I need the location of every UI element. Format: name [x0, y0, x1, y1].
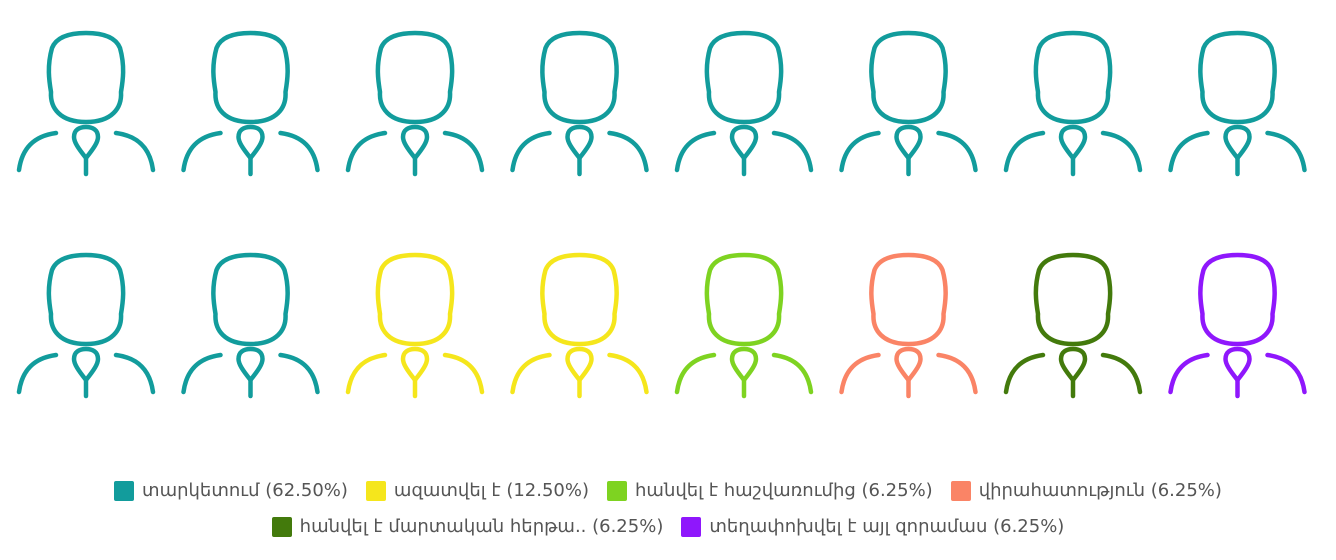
person-icon — [1003, 252, 1143, 399]
person-icon — [16, 30, 156, 177]
person-icon — [839, 252, 978, 399]
person-icon — [345, 30, 485, 177]
person-icon — [510, 252, 649, 399]
legend-item[interactable]: հանվել է հաշվառումից (6.25%) — [607, 480, 933, 501]
legend-item[interactable]: ազատվել է (12.50%) — [365, 480, 590, 501]
person-icon — [674, 30, 814, 177]
person-icon — [1168, 252, 1307, 399]
legend-row-2: հանվել է մարտական հերթա.. (6.25%) տեղափոխ… — [0, 516, 1336, 537]
person-icon — [16, 252, 156, 399]
legend-item[interactable]: հանվել է մարտական հերթա.. (6.25%) — [271, 516, 664, 537]
person-icon — [674, 252, 814, 399]
legend-label: հանվել է հաշվառումից (6.25%) — [635, 480, 933, 501]
person-icon — [839, 30, 978, 177]
legend-item[interactable]: վիրահատություն (6.25%) — [950, 480, 1222, 501]
person-icon — [510, 30, 649, 177]
person-icon — [181, 252, 320, 399]
person-icon — [1003, 30, 1143, 177]
legend-label: տարկետում (62.50%) — [142, 480, 348, 501]
legend-row-1: տարկետում (62.50%) ազատվել է (12.50%) հանվ… — [0, 480, 1336, 501]
legend-swatch — [271, 516, 292, 537]
legend-swatch — [114, 480, 135, 501]
legend-swatch — [681, 516, 702, 537]
legend-label: տեղափոխվել է այլ զորամաս (6.25%) — [709, 516, 1065, 537]
person-icon — [181, 30, 320, 177]
legend-label: հանվել է մարտական հերթա.. (6.25%) — [299, 516, 664, 537]
legend-swatch — [607, 480, 628, 501]
legend-item[interactable]: տեղափոխվել է այլ զորամաս (6.25%) — [681, 516, 1064, 537]
legend-label: վիրահատություն (6.25%) — [978, 480, 1222, 501]
legend-swatch — [365, 480, 386, 501]
legend-label: ազատվել է (12.50%) — [393, 480, 590, 501]
person-icon — [1168, 30, 1307, 177]
person-icon — [345, 252, 485, 399]
legend-item[interactable]: տարկետում (62.50%) — [114, 480, 348, 501]
legend-swatch — [950, 480, 971, 501]
